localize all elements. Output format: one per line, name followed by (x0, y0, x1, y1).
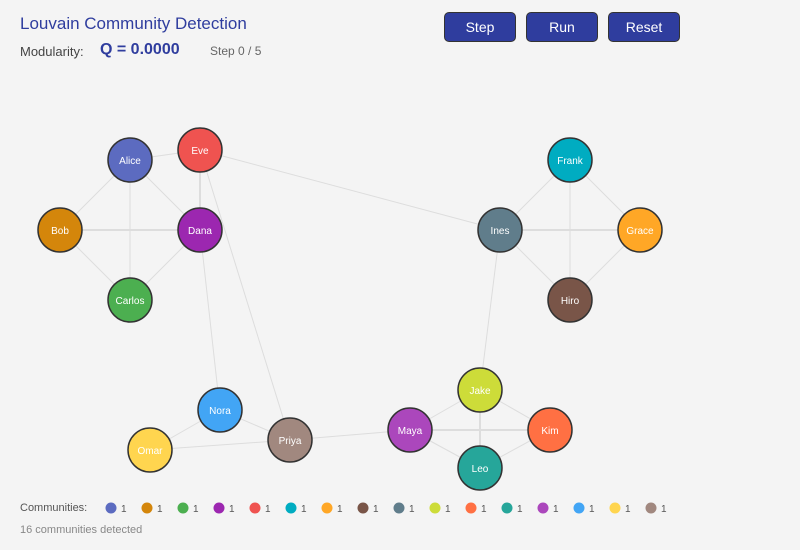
edge-omar-priya (149, 439, 291, 451)
node-nora[interactable]: Nora (197, 387, 243, 433)
node-ines[interactable]: Ines (477, 207, 523, 253)
node-omar[interactable]: Omar (127, 427, 173, 473)
step-counter: Step 0 / 5 (210, 44, 262, 58)
node-label: Alice (119, 156, 141, 167)
node-label: Kim (541, 426, 558, 437)
node-jake[interactable]: Jake (457, 367, 503, 413)
edge-eve-priya (199, 149, 291, 441)
node-circle[interactable] (547, 277, 593, 323)
node-label: Dana (188, 226, 212, 237)
modularity-value: Q = 0.0000 (100, 41, 180, 58)
run-button[interactable]: Run (526, 12, 598, 42)
modularity-label: Modularity: (20, 44, 84, 59)
node-label: Carlos (116, 296, 145, 307)
node-label: Nora (209, 406, 231, 417)
node-label: Hiro (561, 296, 580, 307)
node-circle[interactable] (107, 277, 153, 323)
step-button[interactable]: Step (444, 12, 516, 42)
node-label: Bob (51, 226, 69, 237)
communities-summary: 16 communities detected (20, 524, 143, 536)
node-circle[interactable] (127, 427, 173, 473)
node-circle[interactable] (37, 207, 83, 253)
node-circle[interactable] (617, 207, 663, 253)
edge-dana-nora (199, 229, 221, 411)
node-frank[interactable]: Frank (547, 137, 593, 183)
page-title: Louvain Community Detection (20, 14, 247, 33)
node-circle[interactable] (527, 407, 573, 453)
node-label: Ines (491, 226, 510, 237)
node-circle[interactable] (267, 417, 313, 463)
node-label: Grace (626, 226, 654, 237)
node-label: Eve (191, 146, 209, 157)
node-circle[interactable] (387, 407, 433, 453)
node-leo[interactable]: Leo (457, 445, 503, 491)
edge-ines-jake (479, 229, 501, 391)
node-circle[interactable] (177, 207, 223, 253)
node-grace[interactable]: Grace (617, 207, 663, 253)
node-alice[interactable]: Alice (107, 137, 153, 183)
node-bob[interactable]: Bob (37, 207, 83, 253)
node-hiro[interactable]: Hiro (547, 277, 593, 323)
node-circle[interactable] (547, 137, 593, 183)
reset-button[interactable]: Reset (608, 12, 680, 42)
node-label: Jake (469, 386, 491, 397)
node-label: Frank (557, 156, 584, 167)
node-circle[interactable] (457, 367, 503, 413)
node-kim[interactable]: Kim (527, 407, 573, 453)
node-priya[interactable]: Priya (267, 417, 313, 463)
node-circle[interactable] (177, 127, 223, 173)
edge-eve-ines (199, 149, 501, 231)
node-label: Maya (398, 426, 423, 437)
legend-label: Communities: (20, 502, 88, 514)
node-carlos[interactable]: Carlos (107, 277, 153, 323)
node-circle[interactable] (107, 137, 153, 183)
node-label: Omar (138, 446, 164, 457)
node-dana[interactable]: Dana (177, 207, 223, 253)
node-eve[interactable]: Eve (177, 127, 223, 173)
node-label: Priya (279, 436, 302, 447)
node-circle[interactable] (197, 387, 243, 433)
node-maya[interactable]: Maya (387, 407, 433, 453)
node-circle[interactable] (477, 207, 523, 253)
node-label: Leo (472, 464, 489, 475)
node-circle[interactable] (457, 445, 503, 491)
